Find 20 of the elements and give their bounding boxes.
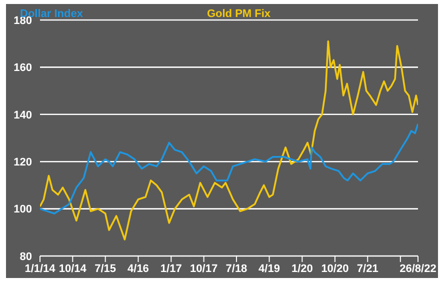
line-series bbox=[40, 122, 418, 214]
x-tick-label: 10/17 bbox=[190, 262, 218, 275]
y-tick-label: 140 bbox=[14, 109, 32, 122]
x-tick-label: 7/15 bbox=[94, 262, 116, 275]
x-tick-label: 10/20 bbox=[321, 262, 349, 275]
x-tick-label: 7/18 bbox=[226, 262, 248, 275]
x-tick-label: 7/21 bbox=[356, 262, 378, 275]
x-tick-label: 10/14 bbox=[58, 262, 88, 275]
line-series bbox=[40, 40, 418, 240]
y-tick-label: 120 bbox=[14, 156, 32, 169]
y-tick-label: 80 bbox=[20, 250, 32, 263]
text: Gold PM Fix bbox=[206, 8, 271, 20]
x-tick-label: 4/16 bbox=[128, 262, 149, 275]
x-tick-label: 1/17 bbox=[160, 262, 182, 275]
x-tick-label: 4/19 bbox=[258, 262, 280, 275]
y-tick-label: 160 bbox=[14, 62, 32, 74]
x-tick-label: 26/8/22 bbox=[400, 262, 436, 275]
x-tick-label: 1/20 bbox=[291, 262, 313, 275]
y-tick-label: 100 bbox=[14, 204, 32, 216]
x-tick-label: 1/1/14 bbox=[24, 262, 56, 275]
